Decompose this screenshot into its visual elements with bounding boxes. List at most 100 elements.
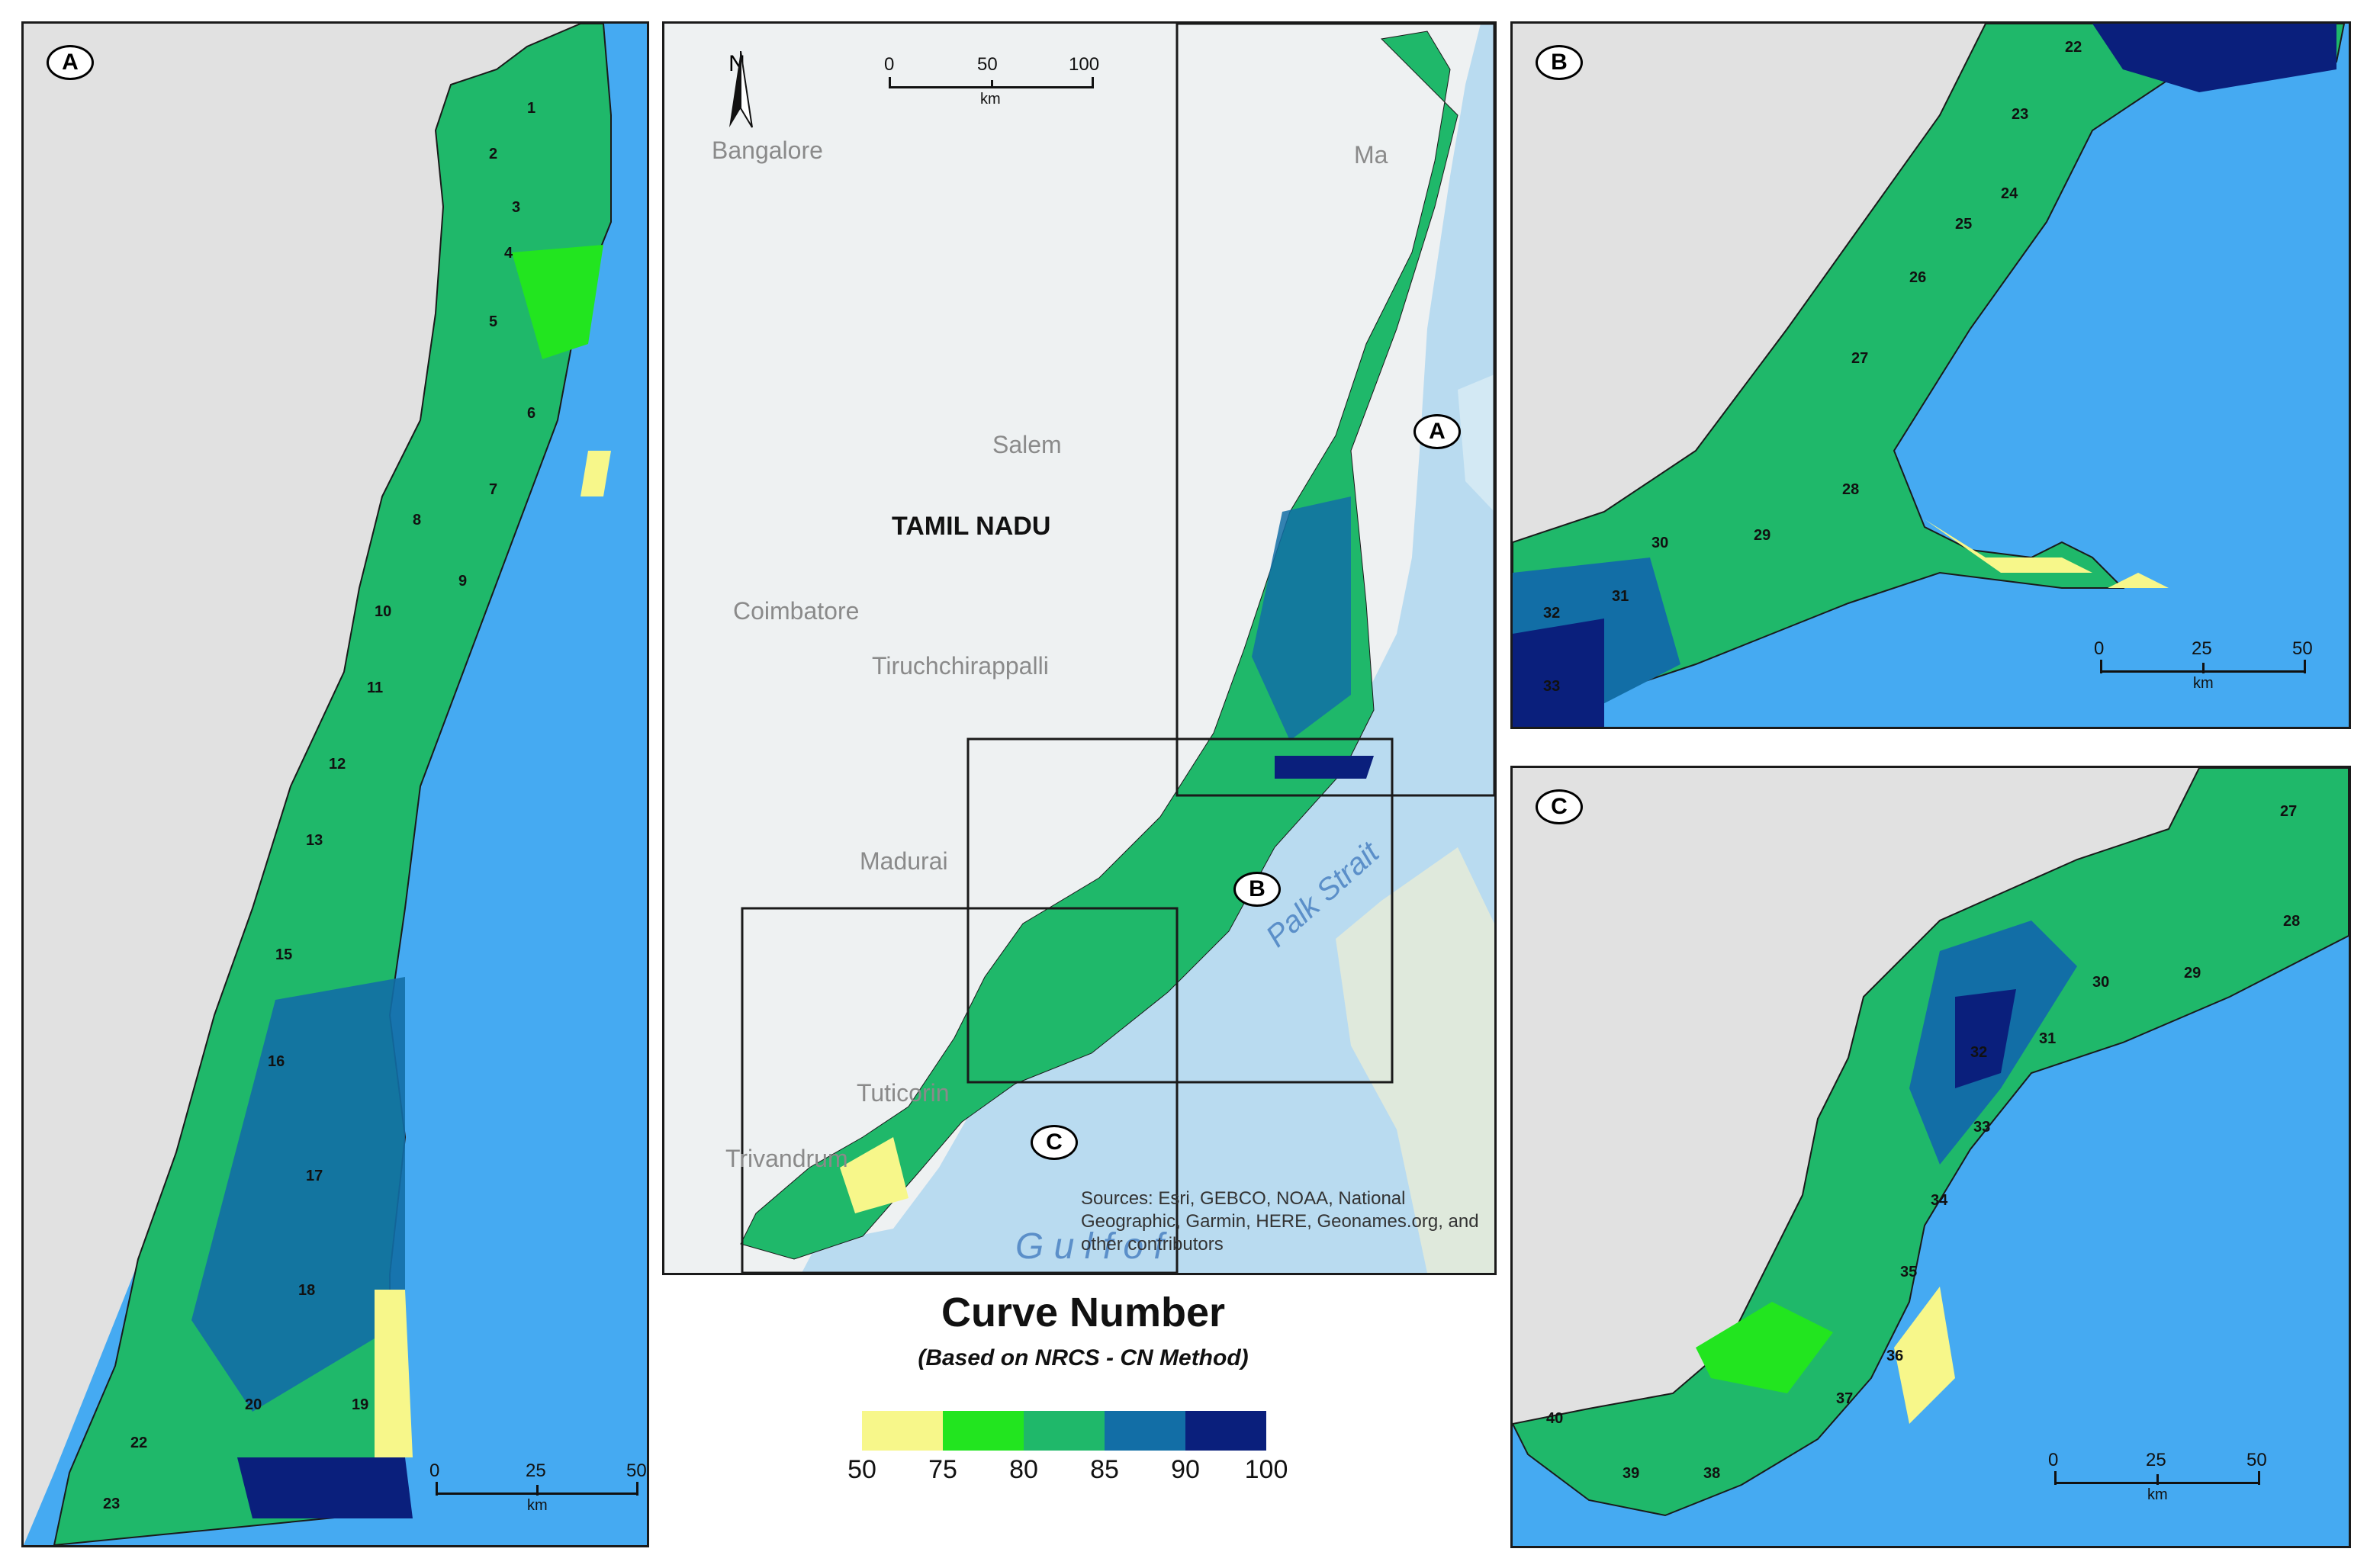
legend-subtitle: (Based on NRCS - CN Method) [918, 1345, 1249, 1370]
north-arrow: N [725, 51, 753, 128]
unit-label: 33 [1973, 1119, 1991, 1136]
yellow-island [2108, 573, 2169, 588]
unit-label: 19 [352, 1396, 369, 1413]
yellow-patch [1894, 1287, 1955, 1424]
city-label: Tiruchchirappalli [872, 652, 1049, 680]
unit-label: 15 [275, 946, 293, 963]
overview-scale-tick: 50 [977, 54, 998, 75]
city-label: Bangalore [712, 137, 823, 164]
panel-b-canvas [1513, 24, 2349, 727]
scale-tick-label: 25 [2192, 638, 2212, 659]
delta-patch [1252, 496, 1351, 741]
panel-a-map: A 1 2 3 4 5 6 7 8 9 10 11 12 13 15 16 17… [21, 21, 649, 1547]
scale-unit-label: km [527, 1497, 548, 1514]
inset-badge-b: B [1233, 872, 1281, 907]
unit-label: 8 [413, 512, 422, 529]
legend-tick-label: 100 [1244, 1455, 1288, 1484]
panel-a-badge: A [47, 45, 94, 80]
unit-label: 20 [245, 1396, 262, 1413]
shelf [1458, 374, 1494, 512]
city-label: Ma [1354, 141, 1388, 169]
patch-delta [191, 977, 405, 1412]
unit-label: 39 [1622, 1465, 1640, 1482]
unit-label: 23 [103, 1496, 121, 1512]
overview-map: N 0 50 100 km Bangalore Salem Coimbatore… [662, 21, 1497, 1275]
scale-tick-label: 50 [2292, 638, 2313, 659]
unit-label: 13 [306, 832, 323, 849]
scale-unit-label: km [2147, 1486, 2168, 1503]
yellow-spit [1925, 519, 2092, 573]
unit-label: 29 [2184, 965, 2201, 982]
unit-label: 27 [1851, 350, 1869, 367]
region-b-basins [1513, 24, 2346, 727]
legend-tick-label: 50 [847, 1455, 876, 1484]
legend-tick-label: 90 [1171, 1455, 1200, 1484]
legend-color-bar [862, 1411, 1266, 1451]
unit-label: 28 [2283, 913, 2301, 930]
city-label: Salem [992, 431, 1062, 458]
panel-b-badge: B [1536, 45, 1583, 80]
unit-label: 7 [489, 481, 498, 498]
legend-swatch [1105, 1411, 1185, 1451]
unit-label: 11 [367, 680, 384, 696]
unit-label: 16 [268, 1053, 285, 1070]
dark-patch [1955, 989, 2016, 1088]
north-arrow-icon [729, 51, 753, 128]
panel-a-canvas [24, 24, 647, 1545]
unit-label: 32 [1543, 605, 1561, 622]
darker-patch [1513, 619, 1604, 727]
unit-label: 28 [1842, 481, 1860, 498]
unit-label: 3 [512, 199, 521, 216]
scale-bar-c: 0 25 50 km [2047, 1450, 2268, 1515]
green-patch [1696, 1302, 1833, 1393]
yellow-patch [840, 1137, 909, 1213]
unit-label: 26 [1909, 269, 1927, 286]
unit-label: 2 [489, 146, 498, 162]
unit-label: 12 [329, 756, 346, 773]
legend-tick-label: 85 [1090, 1455, 1119, 1484]
overview-scale-unit: km [980, 91, 1001, 108]
inset-badge-a: A [1413, 414, 1461, 449]
unit-label: 33 [1543, 678, 1561, 695]
unit-label: 40 [1546, 1410, 1564, 1427]
unit-label: 31 [2039, 1030, 2057, 1047]
unit-label: 30 [1651, 535, 1669, 551]
overview-scale-tick: 100 [1069, 54, 1100, 75]
unit-label: 4 [504, 245, 513, 262]
scale-tick-label: 0 [429, 1460, 440, 1481]
panel-c-badge: C [1536, 789, 1583, 824]
unit-label: 23 [2012, 106, 2029, 123]
legend-tick-label: 75 [928, 1455, 957, 1484]
unit-label: 10 [375, 603, 392, 620]
legend-swatch [862, 1411, 943, 1451]
north-dark-patch [2092, 24, 2336, 92]
legend-swatch [943, 1411, 1024, 1451]
overview-canvas [664, 24, 1494, 1273]
panel-c-canvas [1513, 768, 2349, 1546]
legend-tick-label: 80 [1009, 1455, 1038, 1484]
unit-label: 25 [1955, 216, 1973, 233]
unit-label: 34 [1931, 1192, 1948, 1209]
city-label: Madurai [860, 847, 948, 875]
scale-tick-label: 25 [2146, 1450, 2166, 1470]
inset-badge-c: C [1031, 1125, 1078, 1160]
overview-scale-tick: 0 [884, 54, 895, 75]
unit-label: 27 [2280, 803, 2298, 820]
city-label: Tuticorin [857, 1079, 950, 1107]
unit-label: 37 [1836, 1390, 1854, 1407]
scale-tick-label: 0 [2094, 638, 2105, 659]
scale-bar-b: 0 25 50 km [2092, 638, 2314, 704]
scale-tick-label: 0 [2048, 1450, 2059, 1470]
inset-box-c [741, 907, 1179, 1273]
unit-label: 38 [1703, 1465, 1721, 1482]
unit-label: 1 [527, 100, 536, 117]
legend-swatch [1185, 1411, 1266, 1451]
dark-patch [1275, 756, 1374, 779]
land-outside [1513, 24, 1986, 542]
gulf-label: G u l f o f [1015, 1226, 1164, 1267]
overview-scale-bar: 0 50 100 km [884, 54, 1107, 112]
unit-label: 35 [1900, 1264, 1918, 1280]
map-attribution: Sources: Esri, GEBCO, NOAA, National Geo… [1081, 1188, 1479, 1255]
unit-label: 36 [1886, 1348, 1904, 1364]
unit-label: 17 [306, 1168, 323, 1184]
